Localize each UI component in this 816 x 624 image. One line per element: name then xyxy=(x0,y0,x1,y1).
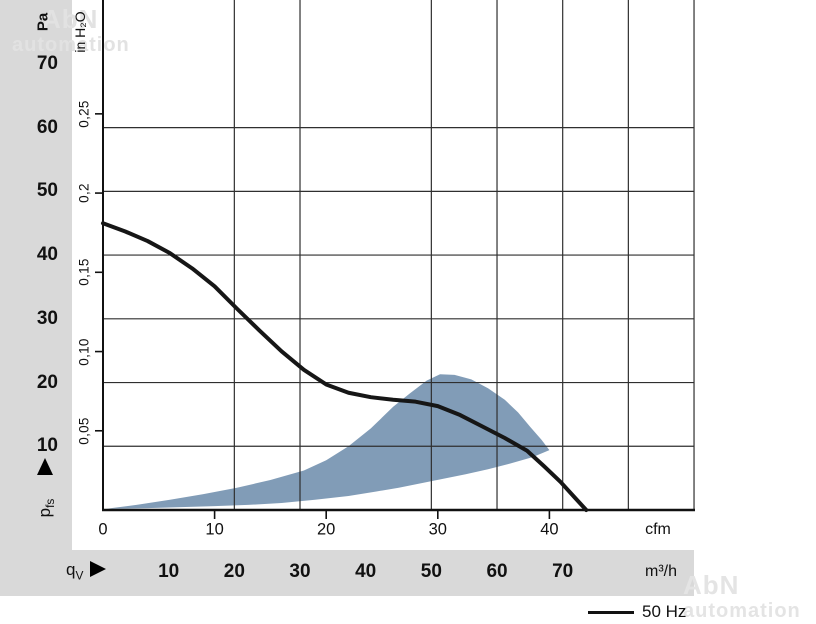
cfm-tick-label: 10 xyxy=(205,520,224,539)
y-axis-secondary-unit-label: in H₂O xyxy=(72,11,88,53)
pa-tick-label: 50 xyxy=(36,180,58,202)
operating-region-band xyxy=(106,374,550,509)
pressure-axis-sidebar xyxy=(0,0,72,596)
pa-tick-label: 30 xyxy=(36,307,58,329)
legend-label: 50 Hz xyxy=(642,602,687,621)
pa-tick-label: 70 xyxy=(36,52,58,74)
watermark-subtext: automation xyxy=(683,600,801,622)
flow-symbol-subscript: V xyxy=(75,568,84,583)
inh2o-tick-label: 0,15 xyxy=(76,258,92,287)
pa-tick-label: 60 xyxy=(36,116,58,138)
cfm-tick-label: 40 xyxy=(540,520,559,539)
flow-axis-strip xyxy=(72,550,694,596)
legend: 50 Hz xyxy=(588,602,686,622)
watermark-subtext: automation xyxy=(12,34,130,56)
inh2o-tick-label: 0,05 xyxy=(76,417,92,445)
x-axis-secondary-unit-label: m³/h xyxy=(645,563,677,580)
x-axis-primary-unit-label: cfm xyxy=(645,521,671,538)
inh2o-tick-label: 0,10 xyxy=(76,337,92,366)
cfm-tick-label: 30 xyxy=(428,520,447,539)
m3h-tick-label: 10 xyxy=(158,561,180,582)
pressure-symbol-subscript: fs xyxy=(43,498,58,508)
m3h-tick-label: 40 xyxy=(355,561,377,582)
cfm-tick-label: 0 xyxy=(98,520,108,539)
m3h-tick-label: 50 xyxy=(420,561,442,582)
cfm-tick-label: 20 xyxy=(317,520,336,539)
watermark-top-left: AbN automation xyxy=(12,6,130,55)
m3h-tick-label: 30 xyxy=(289,561,311,582)
pa-tick-label: 10 xyxy=(36,435,58,457)
pressure-symbol: p xyxy=(34,507,54,518)
inh2o-tick-label: 0,2 xyxy=(76,183,92,203)
inh2o-tick-label: 0,25 xyxy=(76,100,92,128)
fan-curve-50hz xyxy=(101,221,589,512)
flow-direction-arrow-icon xyxy=(90,561,107,578)
watermark-brand: AbN xyxy=(42,4,99,34)
flow-symbol: q xyxy=(66,560,76,579)
flow-symbol-label: qV xyxy=(66,560,107,583)
y-axis-primary-unit-label: Pa xyxy=(34,12,52,32)
legend-line-sample xyxy=(588,610,634,614)
pressure-symbol-label: pfs xyxy=(35,499,57,518)
m3h-tick-label: 70 xyxy=(552,561,574,582)
m3h-tick-label: 20 xyxy=(223,561,245,582)
pa-tick-label: 20 xyxy=(36,371,58,393)
watermark-brand: AbN xyxy=(683,570,740,600)
m3h-tick-label: 60 xyxy=(486,561,508,582)
pressure-direction-arrow-icon xyxy=(37,458,53,475)
pa-tick-label: 40 xyxy=(36,244,58,266)
watermark-bottom-right: AbN automation xyxy=(683,572,801,621)
